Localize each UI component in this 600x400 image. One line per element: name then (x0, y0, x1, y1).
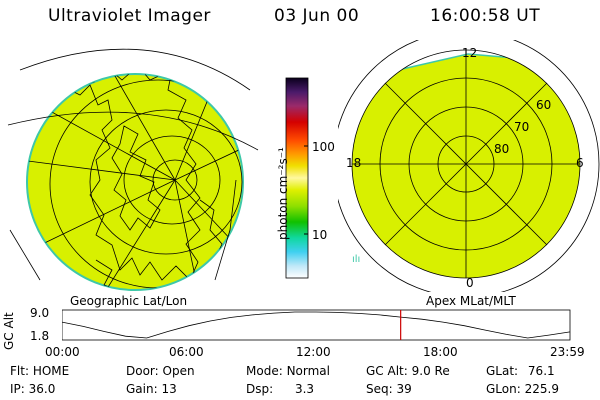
filter-value: HOME (32, 364, 70, 378)
mlat-label-70: 70 (514, 120, 530, 134)
geographic-caption: Geographic Lat/Lon (70, 294, 188, 308)
gain-field: Gain: 13 (126, 382, 177, 396)
color-bar (285, 77, 309, 279)
mlt-label-0: 0 (466, 276, 474, 290)
geographic-image (7, 48, 259, 291)
ip-value: 36.0 (28, 382, 56, 396)
altitude-xtick-0: 00:00 (45, 345, 80, 359)
gc-alt-value: 9.0 Re (411, 364, 450, 378)
glat-value: 76.1 (527, 364, 555, 378)
glon-value: 225.9 (524, 382, 559, 396)
altitude-xtick-3: 18:00 (423, 345, 458, 359)
mlt-label-18: 18 (346, 156, 362, 170)
magnetic-grid (352, 50, 580, 278)
dsp-value: 3.3 (294, 382, 315, 396)
magnetic-caption: Apex MLat/MLT (426, 294, 516, 308)
mlat-label-60: 60 (536, 98, 552, 112)
geographic-disk (26, 73, 244, 291)
aurora-coverage (352, 53, 580, 278)
glon-field: GLon: 225.9 (486, 382, 559, 396)
dsp-field: Dsp: 3.3 (246, 382, 314, 396)
color-scale (285, 77, 309, 279)
altitude-ytick-min: 1.8 (30, 329, 50, 343)
altitude-plot-frame (62, 309, 571, 341)
colorbar-unit-label: photon cm⁻²s⁻¹ (276, 147, 290, 240)
dsp-label: Dsp: (246, 382, 274, 396)
door-field: Door: Open (126, 364, 195, 378)
magnetic-image: ılı (338, 40, 600, 292)
ip-field: IP: 36.0 (10, 382, 55, 396)
glon-label: GLon: (486, 382, 521, 396)
gain-value: 13 (161, 382, 177, 396)
seq-field: Seq: 39 (366, 382, 412, 396)
altitude-ylabel: GC Alt (2, 312, 16, 350)
instrument-title: Ultraviolet Imager (48, 6, 211, 26)
altitude-xtick-2: 12:00 (296, 345, 331, 359)
image-time: 16:00:58 UT (430, 6, 541, 26)
altitude-line (62, 311, 571, 339)
altitude-xtick-1: 06:00 (169, 345, 204, 359)
glat-label: GLat: (486, 364, 519, 378)
mode-field: Mode: Normal (246, 364, 330, 378)
gain-label: Gain: (126, 382, 158, 396)
image-date: 03 Jun 00 (274, 6, 360, 26)
colorbar-tick-100: 100 (312, 140, 335, 154)
altitude-xtick-4: 23:59 (550, 345, 585, 359)
gc-alt-label: GC Alt: (366, 364, 408, 378)
altitude-ytick-max: 9.0 (30, 306, 50, 320)
colorbar-tick-10: 10 (312, 228, 328, 242)
glat-field: GLat: 76.1 (486, 364, 555, 378)
filter-label: Flt: (10, 364, 29, 378)
gc-alt-field: GC Alt: 9.0 Re (366, 364, 450, 378)
filter-field: Flt: HOME (10, 364, 69, 378)
mlat-label-80: 80 (494, 142, 510, 156)
seq-value: 39 (396, 382, 412, 396)
ip-label: IP: (10, 382, 25, 396)
door-label: Door: (126, 364, 159, 378)
svg-text:ılı: ılı (352, 254, 360, 265)
mlt-label-12: 12 (462, 46, 478, 60)
mlt-label-6: 6 (576, 156, 584, 170)
door-value: Open (162, 364, 195, 378)
mode-label: Mode: (246, 364, 283, 378)
mode-value: Normal (286, 364, 330, 378)
altitude-plot (62, 309, 571, 341)
seq-label: Seq: (366, 382, 393, 396)
